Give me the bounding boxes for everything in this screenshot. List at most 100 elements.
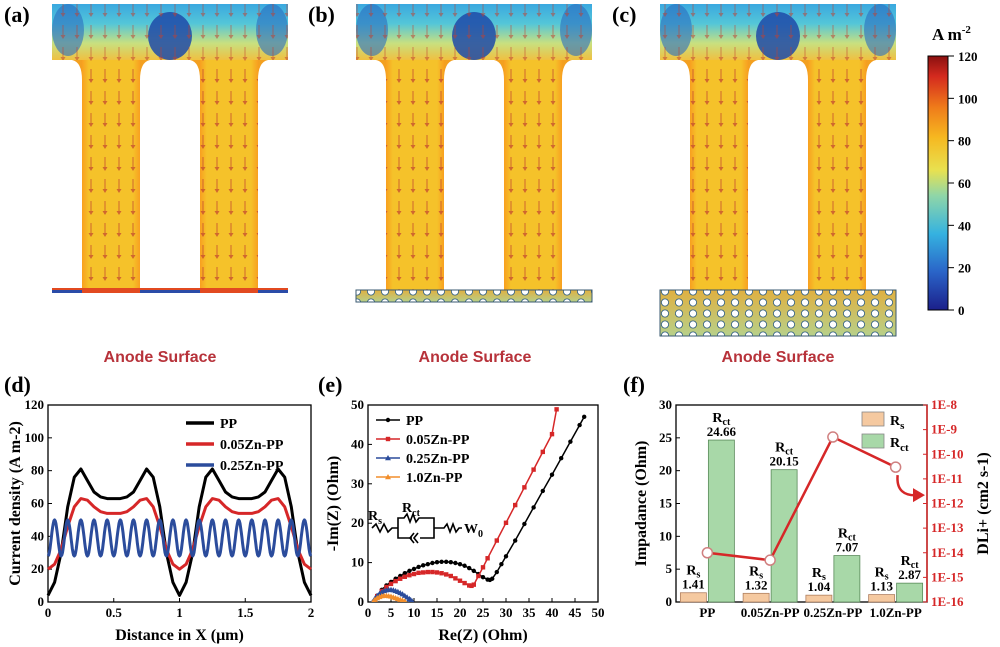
bar-series-label-rs: Rs (875, 566, 889, 583)
y-tick-label: 40 (31, 528, 44, 543)
anode-edge (140, 290, 200, 293)
data-point (499, 561, 504, 567)
data-point (430, 560, 435, 566)
series-line-0.25Zn-PP (46, 518, 313, 558)
data-point (385, 417, 391, 423)
data-point (439, 571, 444, 576)
data-point (522, 521, 527, 527)
equivalent-circuit: Rs Rct W0 (368, 501, 483, 544)
data-point (402, 571, 407, 576)
data-point (444, 559, 449, 565)
y-tick-label: 0 (666, 594, 673, 609)
data-point (467, 565, 472, 571)
bar-value-label-rs: 1.13 (870, 579, 893, 594)
y2-tick-label: 1E-9 (931, 422, 958, 437)
x-category-label: 0.05Zn-PP (741, 605, 800, 620)
x-tick-label: 2 (308, 605, 315, 620)
bar-series-label-rct: Rct (901, 554, 920, 571)
x-tick-label: 45 (569, 605, 583, 620)
y-tick-label: 50 (351, 397, 364, 412)
panel-label-f: (f) (623, 372, 645, 397)
data-point (540, 449, 545, 455)
panel-label-a: (a) (4, 2, 30, 27)
field-arrows (82, 60, 140, 290)
colorbar-ticks: 0 20 40 60 80 100 120 (948, 49, 978, 318)
y-tick-label: 20 (659, 463, 672, 478)
pillar-fillet (444, 60, 454, 80)
panel-label-d: (d) (4, 372, 31, 397)
x-tick-label: 0 (45, 605, 52, 620)
data-point (421, 563, 426, 568)
chart-impedance-bars: 0 5 10 15 20 25 30 1E-16 1E-15 1E-14 1E-13 1E-12 1E-… (633, 397, 992, 620)
y-tick-label: 80 (31, 463, 44, 478)
dli-point (701, 547, 714, 559)
data-point (476, 573, 481, 579)
data-point (402, 598, 407, 602)
circuit-label-rs: Rs (368, 509, 382, 527)
data-point (522, 485, 527, 490)
data-point (457, 561, 463, 567)
colorbar-tick-label: 80 (958, 134, 971, 149)
legend-label: Rs (890, 414, 905, 432)
data-point (398, 576, 403, 581)
anode-edge (52, 290, 82, 293)
x-category-label: PP (699, 605, 715, 620)
field-arrows (690, 60, 748, 290)
pillar-fillet (494, 60, 504, 80)
data-point (453, 576, 458, 581)
y-tick-label: 120 (25, 397, 45, 412)
legend-label: 0.05Zn-PP (406, 433, 470, 448)
data-point (503, 520, 509, 526)
y-tick-label: 15 (659, 496, 673, 511)
bar-rs (679, 592, 707, 603)
data-point (471, 582, 476, 587)
y-tick-label: 5 (666, 561, 673, 576)
colorbar-tick-label: 0 (958, 303, 965, 318)
data-point (444, 572, 449, 577)
data-point (549, 472, 555, 477)
data-point (540, 488, 545, 494)
bar-rs (868, 594, 896, 603)
x-tick-label: 10 (408, 605, 421, 620)
legend-label: 0.05Zn-PP (220, 438, 284, 453)
bar-rct (833, 555, 861, 603)
colorbar-tick-label: 40 (958, 218, 971, 233)
data-point (471, 568, 476, 574)
y2-axis-label: DLi+ (cm2 s-1) (975, 452, 992, 554)
data-point (494, 538, 499, 543)
plot-area (370, 407, 587, 602)
bar-value-label-rct: 2.87 (898, 567, 921, 582)
y-tick-label: 100 (25, 430, 45, 445)
data-point (411, 566, 417, 572)
dli-point (764, 554, 776, 566)
colorbar-tick-label: 60 (958, 176, 971, 191)
field-arrows (200, 60, 258, 290)
data-point (490, 576, 495, 581)
chart-nyquist: 0 5 10 15 20 25 30 35 40 45 50 0 10 20 30 40 50 Re(Z) (Oh… (325, 397, 605, 644)
cpe-symbol (408, 532, 419, 544)
data-point (453, 560, 458, 566)
bar-series-label-rct: Rct (838, 527, 857, 544)
field-arrows (660, 4, 896, 60)
field-arrows (52, 4, 288, 60)
x-tick-label: 40 (546, 605, 559, 620)
data-point (462, 563, 467, 568)
data-point (388, 581, 394, 587)
data-point (434, 570, 440, 575)
simulation-panel-c (659, 4, 897, 337)
bar-rs (805, 594, 833, 603)
data-point (430, 569, 435, 575)
x-axis-label: Distance in X (μm) (115, 627, 244, 644)
anode-surface-caption-b: Anode Surface (419, 349, 532, 366)
data-point (469, 583, 474, 589)
pillar-fillet (190, 60, 200, 80)
data-point (409, 598, 415, 602)
field-arrows (356, 4, 592, 60)
bar-series-label-rs: Rs (812, 566, 826, 583)
separator-pores (660, 290, 896, 336)
x-tick-label: 1 (176, 605, 183, 620)
y-tick-label: 10 (659, 528, 672, 543)
y2-tick-label: 1E-13 (931, 520, 964, 535)
pillar-fillet (748, 60, 758, 80)
bar-series-label-rct: Rct (712, 411, 731, 428)
